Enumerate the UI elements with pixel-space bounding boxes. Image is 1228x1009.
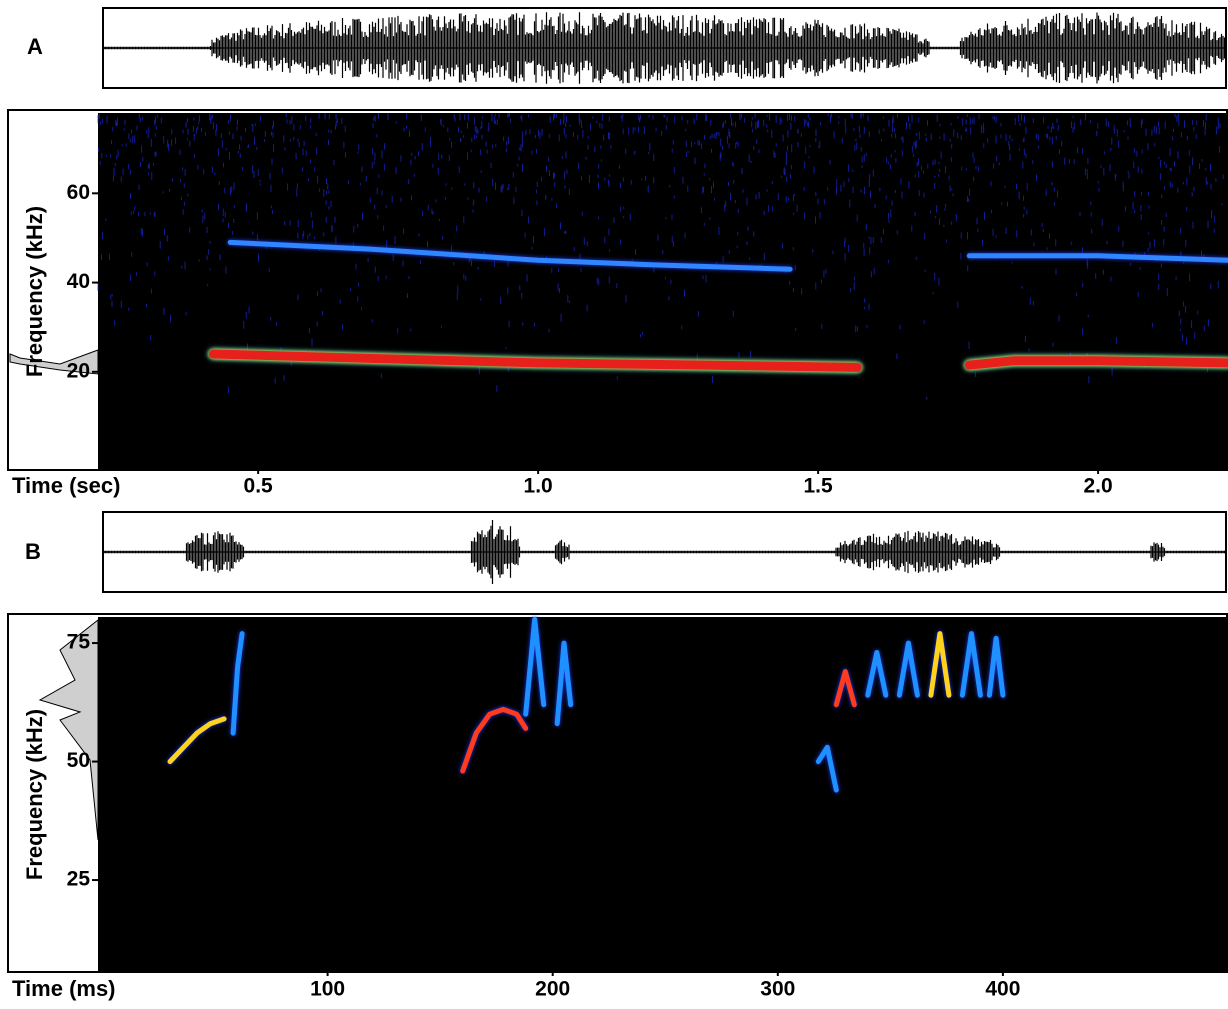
waveform: [103, 520, 1226, 584]
y-tick-label: 75: [67, 631, 91, 654]
call-contour: [167, 716, 227, 765]
noise: [97, 113, 1224, 400]
x-tick-label: 1.0: [524, 475, 553, 498]
call-contour: [227, 239, 793, 272]
call-contour: [815, 744, 839, 793]
x-axis-label: Time (ms): [12, 976, 116, 1001]
call-contour: [964, 356, 1228, 370]
marginal-spectrum: [38, 618, 99, 841]
call-contour: [966, 253, 1228, 263]
x-tick-label: 300: [760, 978, 795, 1001]
y-tick-label: 40: [67, 270, 90, 293]
y-tick-label: 25: [67, 868, 91, 891]
call-contour: [928, 631, 952, 698]
call-contour: [865, 650, 889, 698]
x-tick-label: 400: [985, 978, 1020, 1001]
x-tick-label: 200: [535, 978, 570, 1001]
y-tick-label: 50: [67, 749, 90, 772]
x-tick-label: 0.5: [244, 475, 274, 498]
call-contour: [208, 349, 862, 372]
x-tick-label: 2.0: [1083, 475, 1112, 498]
call-contour: [986, 635, 1006, 698]
spectrogram: [98, 617, 1228, 972]
call-contour: [523, 616, 547, 717]
y-tick-label: 60: [67, 181, 90, 204]
call-contour: [959, 631, 983, 698]
waveform: [103, 12, 1226, 84]
spectrogram: [98, 113, 1228, 470]
y-tick-label: 20: [67, 359, 90, 382]
call-contour: [460, 706, 529, 774]
x-tick-label: 1.5: [804, 475, 834, 498]
call-contour: [554, 640, 574, 727]
y-axis-label: Frequency (kHz): [22, 709, 47, 880]
call-contour: [833, 669, 857, 708]
x-axis-label: Time (sec): [12, 473, 120, 498]
panel-label: A: [27, 34, 43, 59]
x-tick-label: 100: [310, 978, 345, 1001]
y-axis-label: Frequency (kHz): [22, 206, 47, 377]
call-contour: [230, 631, 245, 736]
panel-label: B: [25, 539, 41, 564]
call-contour: [896, 640, 920, 698]
marginal-spectrum: [9, 349, 99, 375]
